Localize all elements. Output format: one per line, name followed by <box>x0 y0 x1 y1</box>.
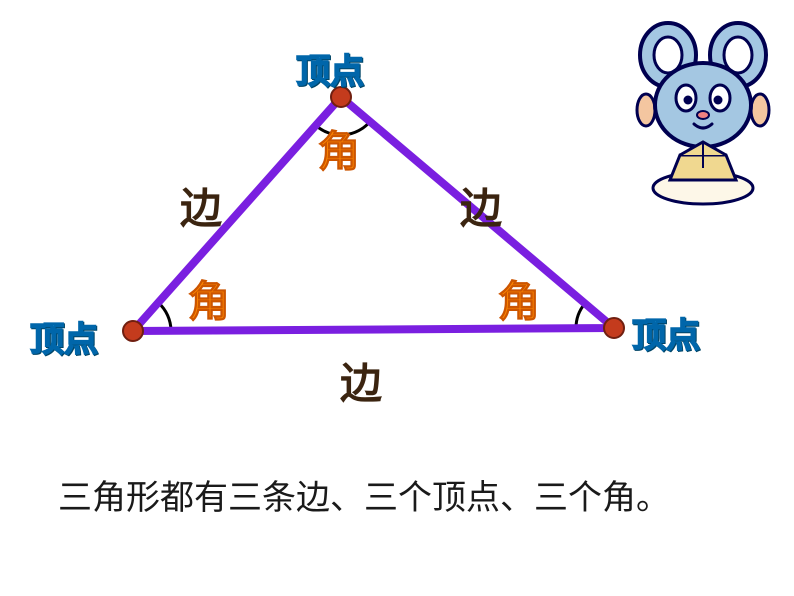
side-label-bottom: 边 <box>340 350 382 411</box>
side-label-right: 边 <box>460 175 502 236</box>
side-label-left: 边 <box>180 175 222 236</box>
vertex-label-left: 顶点 <box>30 312 98 361</box>
vertex-label-top: 顶点 <box>296 44 364 93</box>
mouse-mascot-icon <box>628 20 778 210</box>
vertex-label-right: 顶点 <box>632 308 700 357</box>
angle-label-left: 角 <box>188 268 230 329</box>
angle-label-right: 角 <box>498 268 540 329</box>
angle-label-top: 角 <box>318 118 360 179</box>
caption-text: 三角形都有三条边、三个顶点、三个角。 <box>58 470 670 519</box>
